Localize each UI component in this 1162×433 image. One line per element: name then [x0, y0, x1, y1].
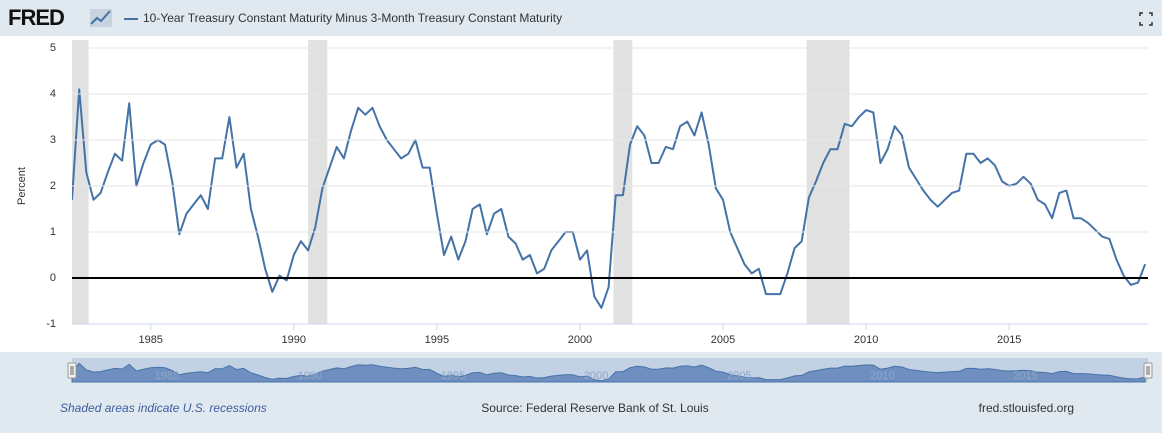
- navigator-tick-label: 1985: [155, 370, 179, 382]
- y-tick-label: 4: [50, 88, 56, 100]
- recession-band: [308, 40, 328, 324]
- navigator-tick-label: 2000: [584, 370, 608, 382]
- y-tick-label: 1: [50, 226, 56, 238]
- navigator-tick-label: 1990: [298, 370, 322, 382]
- x-tick-label: 2000: [568, 334, 592, 346]
- navigator-tick-label: 2015: [1013, 370, 1037, 382]
- y-tick-label: 2: [50, 180, 56, 192]
- y-tick-label: 3: [50, 134, 56, 146]
- y-axis-label: Percent: [16, 167, 28, 205]
- recession-band: [613, 40, 633, 324]
- recession-band: [72, 40, 89, 324]
- legend-label: 10-Year Treasury Constant Maturity Minus…: [143, 11, 562, 25]
- x-tick-label: 1995: [425, 334, 449, 346]
- logo-icon: [90, 9, 112, 27]
- navigator-tick-label: 2010: [870, 370, 894, 382]
- source: Source: Federal Reserve Bank of St. Loui…: [481, 401, 708, 415]
- y-tick-label: 0: [50, 272, 56, 284]
- navigator-area: [71, 362, 1146, 383]
- y-tick-label: 5: [50, 42, 56, 54]
- x-tick-label: 2015: [997, 334, 1021, 346]
- brand-logo: FRED: [8, 5, 64, 30]
- site-link[interactable]: fred.stlouisfed.org: [979, 401, 1074, 415]
- series-line: [72, 88, 1147, 309]
- x-tick-label: 2005: [711, 334, 735, 346]
- navigator-handle[interactable]: [1143, 362, 1153, 379]
- navigator-tick-label: 2005: [727, 370, 751, 382]
- fullscreen-icon[interactable]: [1139, 12, 1153, 26]
- navigator-handle[interactable]: [67, 362, 77, 379]
- recession-band: [806, 40, 850, 324]
- x-tick-label: 1990: [282, 334, 306, 346]
- x-tick-label: 1985: [138, 334, 162, 346]
- plot-area: [72, 40, 1147, 324]
- x-tick-label: 2010: [854, 334, 878, 346]
- recession-note: Shaded areas indicate U.S. recessions: [60, 401, 267, 415]
- navigator-tick-label: 1995: [441, 370, 465, 382]
- y-tick-label: -1: [46, 318, 56, 330]
- plot-panel: [0, 36, 1162, 352]
